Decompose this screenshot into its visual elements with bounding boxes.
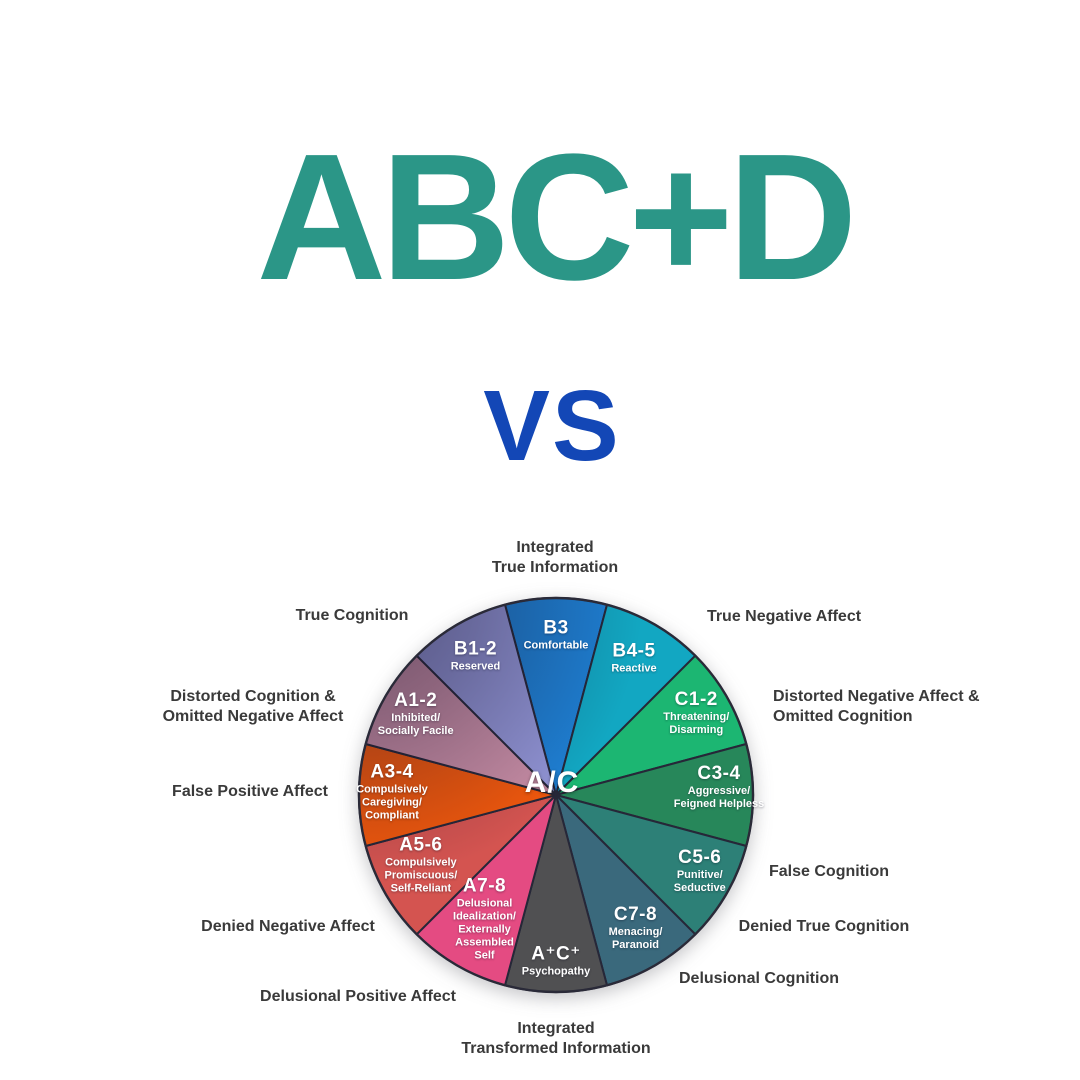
vs-label: VS bbox=[483, 370, 621, 482]
page-title: ABC+D bbox=[256, 117, 857, 318]
outer-label-line: Distorted Cognition & bbox=[170, 688, 336, 705]
outer-label-false-cognition: False Cognition bbox=[769, 862, 889, 882]
pie-chart-svg bbox=[357, 596, 755, 994]
outer-label-false-positive-affect: False Positive Affect bbox=[172, 782, 328, 802]
outer-label-line: Omitted Negative Affect bbox=[162, 708, 344, 725]
outer-label-line: False Cognition bbox=[769, 863, 889, 880]
outer-label-line: Omitted Cognition bbox=[773, 708, 913, 725]
outer-label-line: Integrated bbox=[516, 539, 594, 556]
outer-label-integrated-transformed-information: Integrated Transformed Information bbox=[461, 1019, 650, 1059]
outer-label-line: Distorted Negative Affect & bbox=[773, 688, 980, 705]
outer-label-line: Transformed Information bbox=[461, 1040, 651, 1057]
pie-outline bbox=[357, 596, 755, 994]
center-shading bbox=[359, 598, 753, 992]
outer-label-distorted-cognition-omitted-negative-affect: Distorted Cognition & Omitted Negative Af… bbox=[163, 687, 344, 727]
outer-label-line: False Positive Affect bbox=[172, 783, 328, 800]
outer-label-distorted-negative-affect-omitted-cognition: Distorted Negative Affect & Omitted Cogni… bbox=[773, 687, 980, 727]
